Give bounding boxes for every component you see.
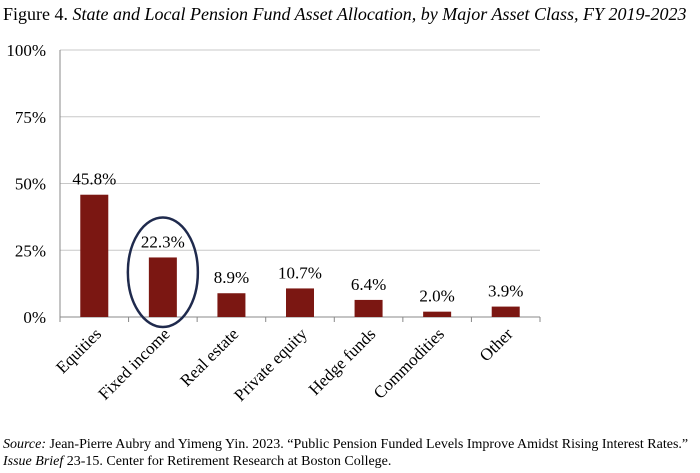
data-labels: 45.8% 22.3% 8.9% 10.7% 6.4% 2.0% 3.9% bbox=[72, 170, 523, 306]
category-label: Equities bbox=[52, 324, 105, 377]
gridlines bbox=[60, 49, 540, 251]
data-label: 2.0% bbox=[419, 287, 454, 306]
y-tick-label: 25% bbox=[15, 241, 46, 260]
data-label: 45.8% bbox=[72, 170, 116, 189]
bar bbox=[80, 194, 109, 317]
source-text-1: Jean-Pierre Aubry and Yimeng Yin. 2023. … bbox=[46, 437, 689, 452]
y-tick-label: 75% bbox=[15, 108, 46, 127]
bar bbox=[491, 306, 520, 317]
y-tick-label: 0% bbox=[23, 308, 46, 327]
chart-title: Figure 4. State and Local Pension Fund A… bbox=[3, 4, 687, 25]
source-label: Source: bbox=[3, 437, 47, 452]
bar bbox=[354, 299, 383, 317]
bar-chart: 0% 25% 50% 75% 100% 45.8% 22.3% 8.9% 10.7% 6.4% 2… bbox=[6, 41, 541, 405]
data-label: 3.9% bbox=[488, 282, 523, 301]
category-label: Hedge funds bbox=[305, 324, 380, 399]
y-tick-labels: 0% 25% 50% 75% 100% bbox=[6, 41, 46, 327]
category-label: Other bbox=[476, 324, 517, 365]
data-label: 6.4% bbox=[351, 275, 386, 294]
data-label: 10.7% bbox=[278, 263, 322, 282]
issue-brief-label: Issue Brief bbox=[3, 454, 64, 469]
bar bbox=[423, 311, 452, 317]
highlight-annotation bbox=[126, 216, 200, 329]
bar bbox=[286, 288, 314, 317]
y-tick-label: 50% bbox=[15, 175, 46, 194]
category-label: Real estate bbox=[176, 324, 242, 390]
category-label: Commodities bbox=[370, 324, 448, 402]
source-text-2: 23-15. Center for Retirement Research at… bbox=[63, 454, 392, 469]
bar bbox=[217, 293, 246, 317]
data-label: 8.9% bbox=[214, 268, 249, 287]
bars bbox=[80, 194, 520, 317]
source-note: Source: Jean-Pierre Aubry and Yimeng Yin… bbox=[3, 436, 697, 470]
figure-title: State and Local Pension Fund Asset Alloc… bbox=[72, 4, 687, 24]
bar bbox=[148, 257, 177, 317]
y-tick-label: 100% bbox=[6, 41, 46, 60]
category-label: Fixed income bbox=[94, 324, 173, 403]
category-label: Private equity bbox=[230, 324, 311, 405]
data-label: 22.3% bbox=[141, 232, 185, 251]
highlight-ellipse bbox=[126, 216, 200, 329]
figure-label: Figure 4. bbox=[3, 4, 68, 24]
